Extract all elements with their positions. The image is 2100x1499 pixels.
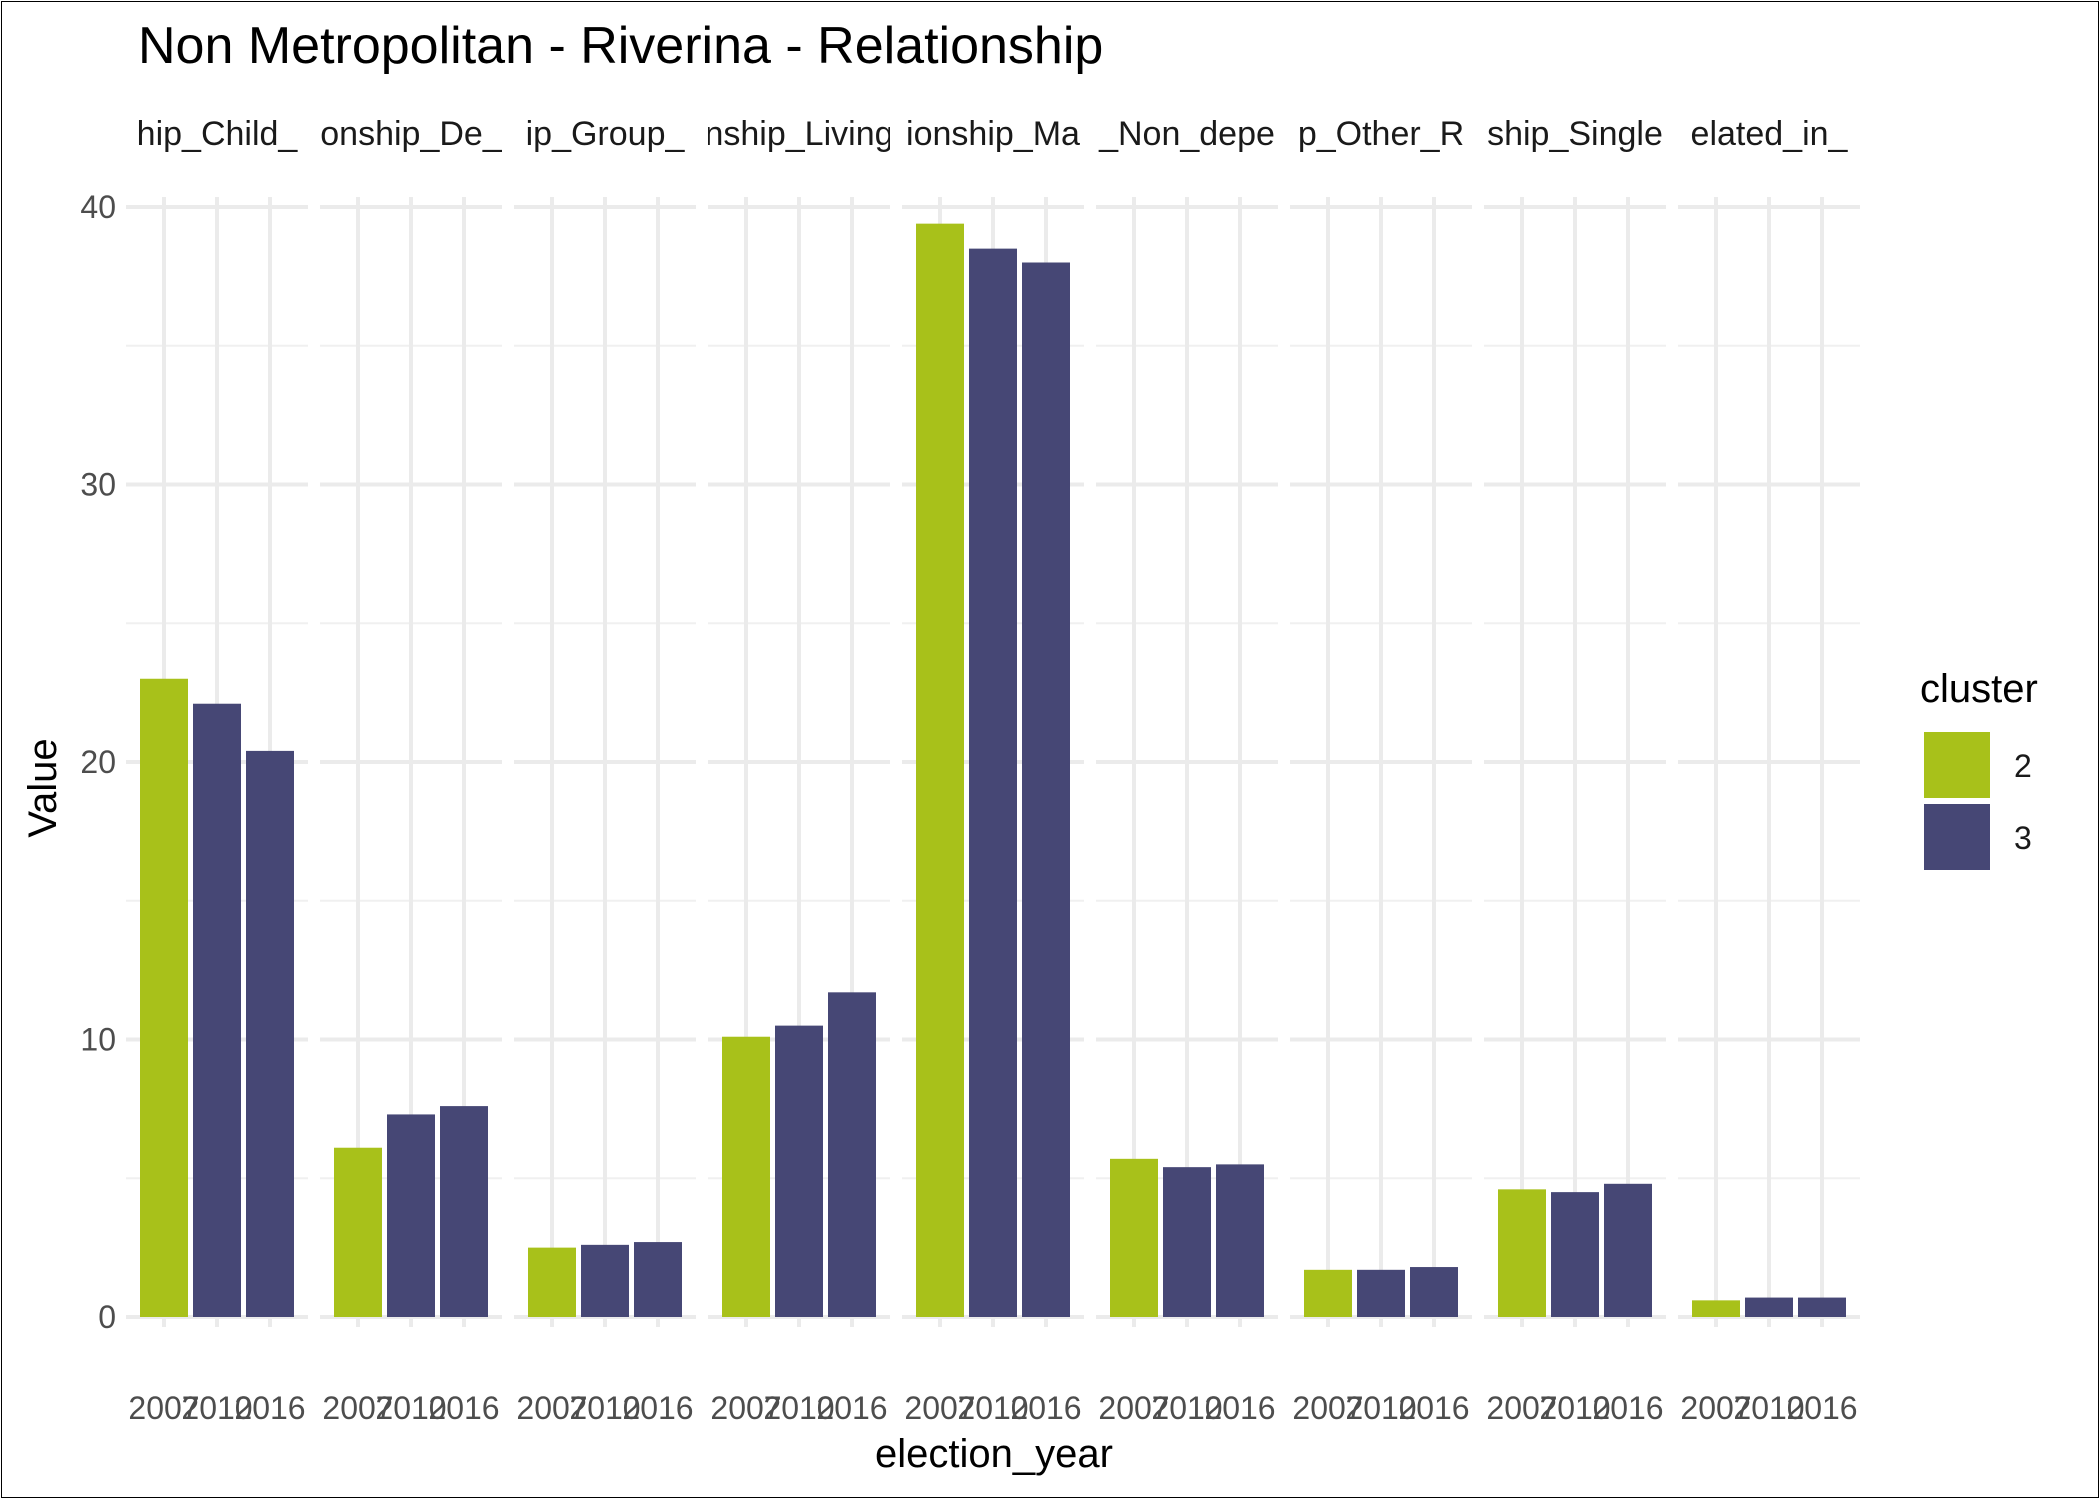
bar [1410,1267,1458,1317]
x-axis-title: election_year [875,1432,1113,1476]
bar [722,1036,770,1317]
bar [528,1247,576,1317]
x-tick-label: 2016 [622,1390,693,1426]
y-axis: 0 10 20 30 40 [80,189,116,1335]
bar [1498,1189,1546,1317]
x-tick-label: 2007 [322,1390,393,1426]
bar [969,248,1017,1317]
x-tick-label: 2007 [1292,1390,1363,1426]
x-tick-label: 2016 [1204,1390,1275,1426]
x-tick-label: 2007 [904,1390,975,1426]
bar [581,1244,629,1317]
bar [440,1106,488,1317]
bar [193,703,241,1317]
chart-title: Non Metropolitan - Riverina - Relationsh… [138,17,1103,75]
x-tick-label: 2007 [1098,1390,1169,1426]
x-tick-label: 2010 [1539,1390,1610,1426]
legend-label: 2 [2014,748,2032,784]
y-tick-label: 10 [80,1022,116,1058]
legend-item: 3 [1924,804,2032,870]
bar [1692,1300,1740,1317]
facet-strip-label: _Non_depe [1098,115,1275,153]
bar [246,750,294,1317]
x-tick-label: 2007 [128,1390,199,1426]
bar [1022,262,1070,1317]
x-tick-label: 2007 [516,1390,587,1426]
bar [334,1147,382,1317]
x-tick-label: 2016 [1592,1390,1663,1426]
bar [634,1242,682,1317]
y-tick-label: 20 [80,744,116,780]
facet-strip-label: ionship_Ma [906,115,1080,153]
x-tick-label: 2016 [1010,1390,1081,1426]
x-tick-label: 2007 [1486,1390,1557,1426]
x-tick-label: 2010 [1345,1390,1416,1426]
x-tick-label: 2010 [569,1390,640,1426]
facet-strip-label: onship_De_ [320,115,503,153]
facet-strip-label: nship_Living [704,115,893,153]
y-tick-label: 30 [80,467,116,503]
x-tick-label: 2010 [763,1390,834,1426]
facet-strip-label: hip_Child_ [137,115,299,153]
y-axis-title: Value [21,738,65,837]
bar [828,992,876,1317]
x-tick-label: 2016 [1786,1390,1857,1426]
bar [1216,1164,1264,1317]
x-tick-label: 2016 [1398,1390,1469,1426]
x-tick-label: 2016 [816,1390,887,1426]
x-tick-label: 2010 [1151,1390,1222,1426]
legend-swatch [1924,732,1990,798]
x-tick-label: 2010 [1733,1390,1804,1426]
bar [1110,1158,1158,1317]
x-tick-label: 2010 [957,1390,1028,1426]
bar [1551,1192,1599,1317]
bar [1304,1269,1352,1317]
x-tick-label: 2016 [234,1390,305,1426]
bar [140,678,188,1317]
facet-strip-label: elated_in_ [1691,115,1849,153]
bar [1745,1297,1793,1317]
x-tick-label: 2010 [181,1390,252,1426]
x-tick-label: 2016 [428,1390,499,1426]
legend-item: 2 [1924,732,2032,798]
legend-label: 3 [2014,820,2032,856]
y-tick-label: 0 [98,1299,116,1335]
bar [1604,1183,1652,1317]
bar [916,223,964,1317]
legend-items: 23 [1924,732,2032,870]
bar [1163,1167,1211,1317]
x-tick-label: 2007 [710,1390,781,1426]
facet-strip-label: p_Other_R [1298,115,1464,153]
y-tick-label: 40 [80,189,116,225]
x-tick-label: 2010 [375,1390,446,1426]
facet-panels: 200720102016hip_Child_200720102016onship… [126,115,1860,1426]
x-tick-label: 2007 [1680,1390,1751,1426]
bar [387,1114,435,1317]
facet-strip-label: ip_Group_ [526,115,686,153]
bar [775,1025,823,1317]
bar [1357,1269,1405,1317]
legend: cluster 23 [1920,667,2038,870]
facet-strip-label: ship_Single [1487,115,1663,153]
legend-swatch [1924,804,1990,870]
bar [1798,1297,1846,1317]
legend-title: cluster [1920,667,2038,711]
